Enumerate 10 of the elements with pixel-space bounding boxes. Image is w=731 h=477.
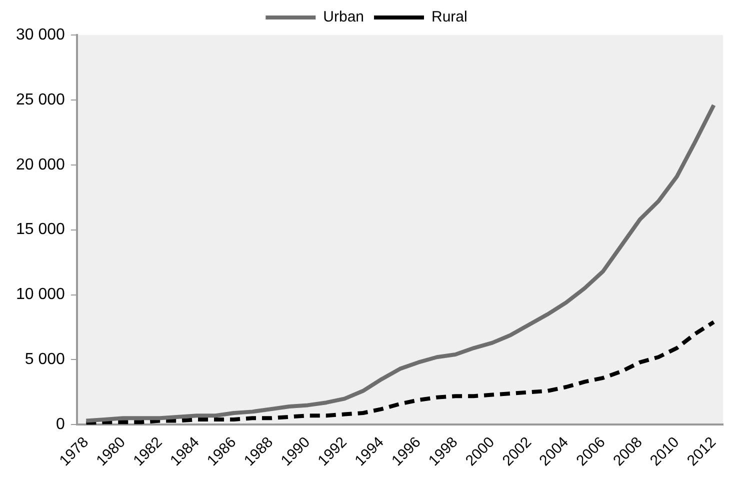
legend-label: Rural [432, 8, 468, 26]
y-tick-label: 10 000 [16, 286, 66, 304]
y-tick-label: 20 000 [16, 156, 66, 174]
y-tick-label: 25 000 [16, 91, 66, 108]
legend-label: Urban [323, 8, 364, 26]
y-tick-label: 30 000 [16, 26, 66, 44]
y-tick-label: 0 [56, 416, 66, 434]
line-series [84, 320, 716, 425]
y-tick-label: 5 000 [24, 351, 66, 368]
y-tick-label: 15 000 [16, 221, 66, 238]
